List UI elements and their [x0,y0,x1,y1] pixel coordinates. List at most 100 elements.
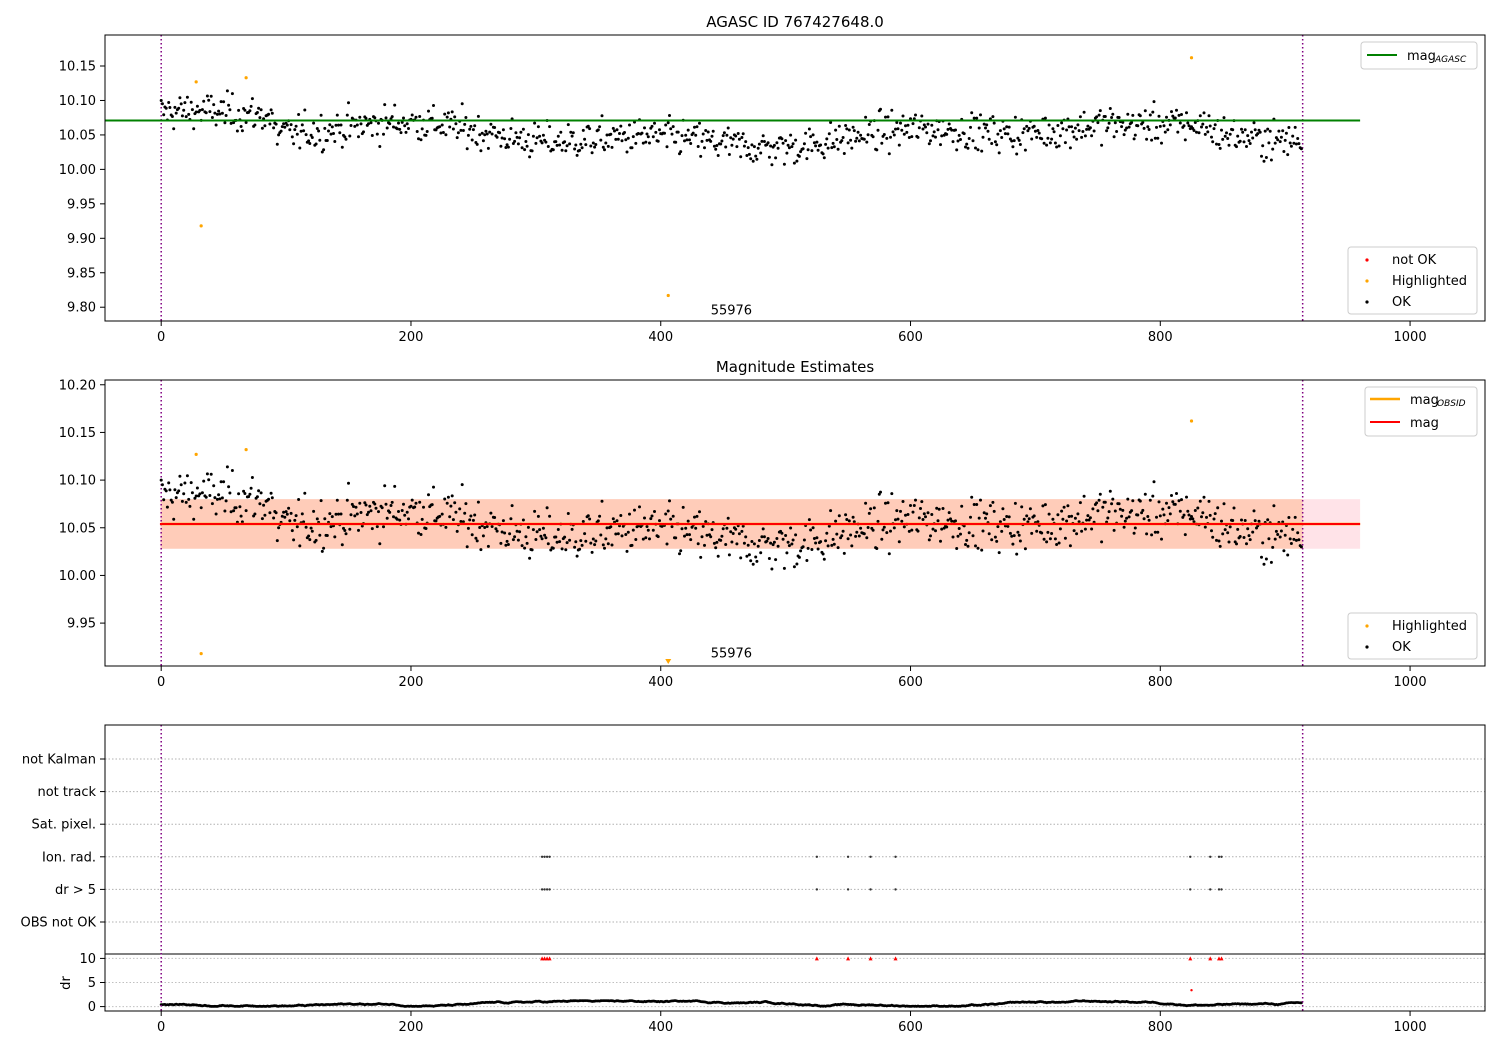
ok-point [864,115,868,119]
ok-point [417,137,420,141]
dr-clipped-marker [846,956,851,961]
ok-point [224,114,228,117]
ok-point [1096,121,1100,125]
ok-point [461,129,465,132]
ok-point [1143,109,1147,113]
ok-point [1292,141,1296,145]
panel-agasc: AGASC ID 767427648.0 55976 0 200 400 600 800… [59,13,1486,345]
ok-point [398,127,402,131]
ok-point [815,140,819,144]
ok-point [178,474,182,478]
ok-point [1242,140,1246,144]
ok-point [695,514,699,518]
ok-point [935,506,939,510]
ok-point [699,555,703,559]
ok-point [463,511,467,515]
ok-point [1035,135,1039,139]
ok-point [665,542,669,546]
ok-point [458,507,462,511]
ok-point [995,143,999,147]
ok-point [1276,533,1280,536]
x-tick-label: 400 [648,330,673,345]
ok-point [287,506,291,510]
ok-point [1221,532,1225,536]
ok-point [485,132,489,136]
ok-point [239,514,243,518]
ok-point [927,142,931,146]
ok-point [388,122,392,126]
ok-point [992,121,996,125]
ok-point [866,526,870,529]
ok-point [940,527,944,531]
ok-point [1057,144,1061,148]
ok-point [794,533,798,537]
ok-point [506,543,510,546]
ok-point [1018,539,1022,543]
ok-point [443,497,447,501]
ok-point [536,514,540,518]
ok-point [1068,544,1072,548]
ok-point [565,144,569,148]
ok-point [1171,500,1175,504]
ok-point [449,504,453,508]
ok-point [275,142,279,146]
ok-point [715,144,719,147]
dr-clipped-marker [893,956,898,961]
ok-point [382,525,385,529]
ok-point [990,538,994,542]
ok-point [1202,495,1206,499]
ok-point [704,520,708,524]
ok-point [835,138,839,141]
ok-point [579,539,583,543]
ok-point [1080,529,1084,533]
ok-point [309,526,313,530]
ok-point [792,161,796,165]
ok-point [752,542,756,546]
ok-point [418,115,422,118]
ok-point [434,519,438,523]
ok-point [1025,514,1029,518]
ok-point [534,141,538,145]
ok-point [679,549,683,553]
ok-point [334,123,338,127]
ok-point [430,116,434,120]
ok-point [694,526,698,530]
ok-point [988,504,992,508]
ok-point [605,133,609,137]
ok-point [182,108,186,112]
ok-point [611,517,615,521]
ok-point [471,128,475,132]
ok-point [941,507,945,510]
ok-point [1289,144,1293,148]
ok-point [867,123,871,126]
ok-point [736,132,740,135]
ok-point [866,133,870,137]
ok-point [454,510,458,514]
ok-point [844,513,848,517]
ok-point [564,149,568,153]
ok-point [403,124,407,128]
ok-point [1145,532,1149,536]
flag-point [548,855,551,858]
ok-point [1007,125,1011,129]
ok-point [894,518,897,522]
ok-point [329,132,333,136]
ok-point [1087,518,1091,522]
ok-point [531,134,535,138]
ok-point [929,139,932,143]
ok-point [847,519,851,523]
ok-point [831,141,835,145]
ok-point [1041,504,1045,508]
ok-point [559,130,563,134]
ok-point [835,532,839,536]
ok-point [722,131,726,135]
ok-point [174,111,178,115]
ok-point [934,529,937,533]
ok-point [1148,498,1152,502]
ok-point [570,134,574,138]
ok-point [1136,124,1140,128]
ok-point [1203,525,1207,529]
ok-point [1070,125,1074,129]
